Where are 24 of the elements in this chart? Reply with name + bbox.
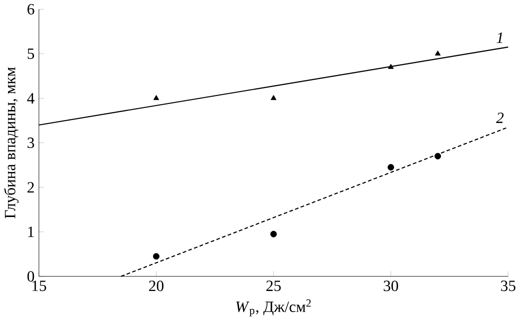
y-tick-label: 0 — [27, 270, 34, 282]
y-axis-title: Глубина впадины, мкм — [4, 67, 19, 218]
x-axis-title: W$_{p}$, Дж/см$^{2}$ — [236, 299, 311, 316]
point — [434, 50, 441, 56]
point — [270, 94, 276, 100]
point — [153, 94, 160, 100]
y-tick-label: 6 — [28, 4, 34, 14]
point — [434, 152, 442, 160]
x-tick-label: 30 — [384, 280, 398, 291]
x-tick-label: 20 — [149, 280, 164, 291]
y-tick-label: 5 — [28, 48, 34, 59]
x-tick-label: 35 — [501, 280, 516, 291]
x-tick-label: 15 — [32, 280, 46, 291]
series-label: 2 — [496, 112, 504, 123]
series-label: 1 — [496, 32, 502, 43]
x-tick-label: 25 — [266, 280, 281, 291]
point — [388, 164, 394, 170]
point — [152, 252, 160, 260]
point — [270, 230, 277, 238]
y-tick-label: 2 — [28, 182, 34, 192]
y-tick-label: 4 — [27, 92, 34, 104]
y-tick-label: 3 — [28, 137, 34, 148]
y-tick-label: 1 — [28, 226, 34, 237]
point — [388, 64, 394, 69]
